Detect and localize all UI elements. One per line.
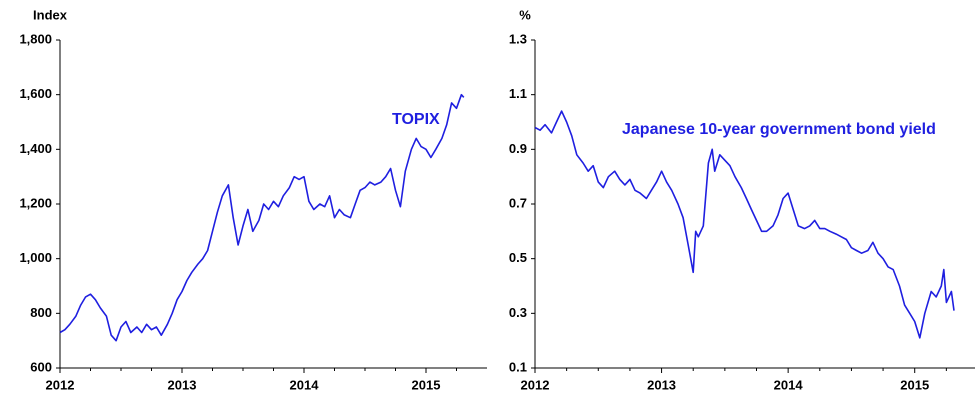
x-tick-label: 2013 bbox=[647, 377, 676, 392]
annotation: Japanese 10-year government bond yield bbox=[622, 121, 936, 138]
y-tick-label: 0.5 bbox=[509, 250, 527, 265]
y-tick-label: 0.3 bbox=[509, 305, 527, 320]
x-tick-label: 2014 bbox=[290, 377, 320, 392]
x-tick-label: 2012 bbox=[46, 377, 75, 392]
y-tick-label: 600 bbox=[30, 359, 52, 374]
y-tick-label: 0.1 bbox=[509, 359, 527, 374]
y-tick-label: 1,400 bbox=[19, 141, 52, 156]
x-tick-label: 2012 bbox=[521, 377, 550, 392]
y-tick-label: 1.3 bbox=[509, 31, 527, 46]
x-tick-label: 2015 bbox=[412, 377, 441, 392]
y-axis-label: % bbox=[519, 7, 531, 22]
x-tick-label: 2013 bbox=[168, 377, 197, 392]
y-tick-label: 1,200 bbox=[19, 195, 52, 210]
annotation: TOPIX bbox=[392, 111, 440, 128]
y-tick-label: 1,000 bbox=[19, 250, 52, 265]
line-series bbox=[534, 110, 955, 339]
y-axis-label: Index bbox=[33, 7, 68, 22]
line-series bbox=[59, 93, 465, 342]
x-tick-label: 2014 bbox=[774, 377, 804, 392]
x-tick-label: 2015 bbox=[900, 377, 929, 392]
y-tick-label: 1,800 bbox=[19, 31, 52, 46]
y-tick-label: 1,600 bbox=[19, 86, 52, 101]
y-tick-label: 800 bbox=[30, 305, 52, 320]
y-tick-label: 1.1 bbox=[509, 86, 527, 101]
y-tick-label: 0.7 bbox=[509, 195, 527, 210]
y-tick-label: 0.9 bbox=[509, 141, 527, 156]
